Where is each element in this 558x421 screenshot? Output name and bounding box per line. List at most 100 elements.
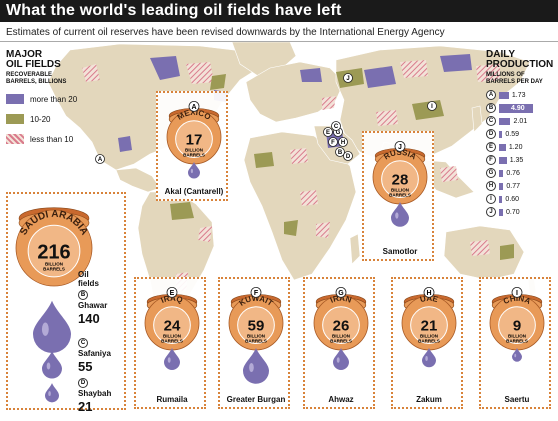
reserves-unit-barrels: BARRELS [161, 339, 183, 344]
production-bar [499, 208, 503, 216]
map-marker [328, 137, 338, 147]
production-category-label: A [486, 90, 496, 100]
field-letter: A [191, 104, 196, 111]
reserves-value: 59 [248, 318, 265, 335]
reserves-unit-billion: BILLION [332, 334, 350, 339]
production-row: A 1.73 [486, 90, 526, 100]
oil-drop [33, 300, 71, 353]
map-markers: A I J E GF H C BD [95, 73, 437, 164]
reserves-value: 9 [513, 318, 521, 335]
map-marker [95, 154, 105, 164]
saudi-field-value: 140 [78, 311, 100, 326]
production-title-line2: PRODUCTION [486, 59, 554, 70]
production-row: E 1.20 [486, 142, 522, 152]
oil-drop-highlight [425, 356, 428, 361]
legend-title-line1: MAJOR [6, 49, 43, 60]
map-marker [323, 127, 333, 137]
reserves-unit-barrels: BARRELS [418, 339, 440, 344]
field-name: Rumaila [156, 395, 188, 404]
legend-label: more than 20 [30, 94, 78, 104]
reserves-unit-billion: BILLION [508, 334, 526, 339]
reserves-unit-barrels: BARRELS [43, 267, 65, 272]
production-value-label: 1.35 [509, 156, 524, 164]
field-letter-badge [188, 100, 200, 112]
map-marker [338, 137, 348, 147]
field-letter-badge [250, 286, 262, 298]
legend-subtitle-line1: RECOVERABLE [6, 72, 53, 78]
oil-drop-highlight [190, 168, 193, 174]
production-category-label: I [486, 194, 496, 204]
production-category-label: E [486, 142, 496, 152]
legend-swatch [6, 114, 24, 124]
oil-drop [42, 351, 62, 379]
reserves-unit-barrels: BARRELS [330, 339, 352, 344]
map-marker-label: D [346, 154, 351, 160]
saudi-field-name: Ghawar [78, 301, 108, 310]
production-category-label: C [486, 116, 496, 126]
barrel-label-disc [237, 306, 275, 345]
oil-drop [391, 202, 409, 227]
map-marker-label: I [431, 104, 433, 110]
field-letter: E [170, 290, 175, 297]
production-value-label: 0.70 [506, 208, 520, 216]
continent-central-america [115, 167, 161, 193]
map-marker-label: E [326, 130, 330, 136]
field-letter-badge [335, 286, 347, 298]
chart-title: What the world's leading oil fields have… [6, 2, 342, 19]
reserves-value: 21 [421, 318, 438, 335]
field-name: Akal (Cantarell) [164, 187, 224, 196]
production-row: H 0.77 [486, 181, 520, 191]
oil-drop [243, 348, 269, 384]
map-marker [343, 151, 353, 161]
reserves-unit-billion: BILLION [185, 148, 203, 153]
production-value-label: 0.59 [505, 130, 519, 138]
production-category-label: B [486, 103, 496, 113]
legend-item: 10-20 [6, 114, 50, 124]
production-category-label: G [486, 168, 496, 178]
legend-label: less than 10 [30, 134, 74, 144]
map-marker-label: C [334, 124, 339, 130]
map-marker [331, 121, 341, 131]
production-bar [499, 130, 503, 138]
field-letter-badge [394, 140, 406, 152]
reserves-unit-billion: BILLION [247, 334, 265, 339]
title-bar: What the world's leading oil fields have… [0, 0, 558, 22]
reserves-value: 24 [164, 318, 181, 335]
continent-japan [471, 105, 483, 133]
map-marker [427, 101, 437, 111]
oil-drop-highlight [395, 212, 399, 219]
oil-drop-highlight [46, 362, 51, 370]
map-marker [343, 73, 353, 83]
production-row: F 1.35 [486, 155, 523, 165]
field-letter: I [516, 290, 518, 297]
production-bar [499, 103, 533, 113]
country-name: IRAN [329, 294, 353, 305]
barrel-label-disc [322, 306, 360, 345]
saudi-fields-heading: Oil [78, 270, 89, 279]
field-name: Samotlor [382, 247, 418, 256]
field-name: Greater Burgan [226, 395, 286, 404]
continent-madagascar [349, 233, 361, 265]
country-name: IRAQ [160, 294, 184, 305]
production-value-label: 1.20 [508, 143, 523, 151]
field-letter: H [426, 290, 431, 297]
production-category-label: H [486, 181, 496, 191]
production-subtitle-line2: BARRELS PER DAY [486, 79, 543, 85]
divider [0, 41, 558, 42]
field-name: Ahwaz [328, 395, 354, 404]
country-panel: KUWAIT 59 BILLION BARRELS F Greater Burgan [218, 277, 290, 409]
map-marker-label: G [336, 130, 341, 136]
field-name: Saertu [504, 395, 530, 404]
reserves-unit-billion: BILLION [420, 334, 438, 339]
oil-drop [188, 162, 200, 179]
oil-drop-highlight [48, 391, 51, 397]
oil-drop [45, 383, 59, 403]
legend-title-line2: OIL FIELDS [6, 59, 61, 70]
production-value-label: 2.01 [513, 117, 528, 125]
country-panel: CHINA 9 BILLION BARRELS I Saertu [479, 277, 551, 409]
